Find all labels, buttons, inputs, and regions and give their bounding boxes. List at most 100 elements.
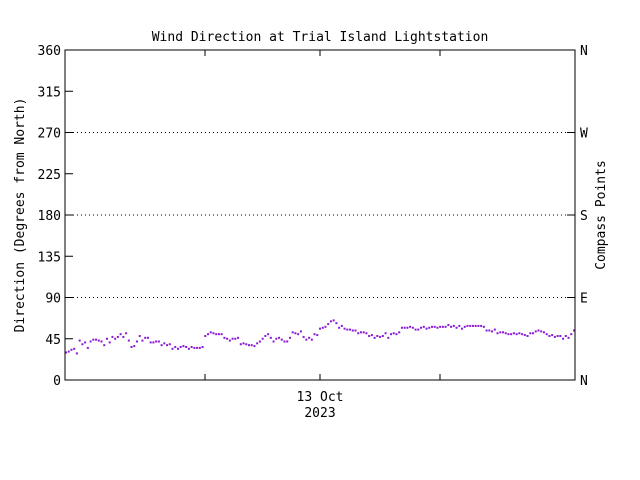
data-point (368, 335, 371, 337)
data-point (207, 333, 210, 336)
data-point (305, 338, 308, 341)
data-points (65, 319, 575, 355)
compass-axis: N E S W N (567, 44, 588, 389)
data-point (108, 341, 111, 344)
y-tick-label: 180 (38, 209, 61, 224)
data-point (515, 333, 518, 336)
data-point (319, 327, 321, 330)
y-tick-label: 270 (38, 127, 61, 142)
data-point (411, 326, 414, 329)
compass-tick-label: N (580, 44, 588, 59)
grid-lines (65, 132, 575, 298)
y-axis-label: Direction (Degrees from North) (13, 98, 28, 333)
data-point (523, 334, 526, 337)
data-point (335, 322, 338, 325)
data-point (168, 343, 171, 346)
data-point (482, 325, 485, 328)
data-point (551, 334, 554, 337)
data-point (73, 347, 76, 350)
data-point (89, 340, 92, 343)
data-point (491, 330, 494, 333)
data-point (185, 346, 188, 348)
data-point (570, 333, 573, 336)
y-tick-label: 225 (38, 168, 61, 183)
data-point (67, 350, 70, 353)
y-tick-label: 45 (45, 333, 61, 348)
data-point (379, 335, 382, 338)
data-point (387, 336, 390, 339)
chart-title: Wind Direction at Trial Island Lightstat… (152, 30, 489, 45)
x-year-label: 2023 (304, 406, 335, 421)
data-point (518, 332, 521, 335)
data-point (278, 336, 281, 339)
data-point (548, 335, 551, 337)
data-point (163, 342, 166, 345)
data-point (414, 328, 417, 331)
data-point (103, 344, 106, 347)
data-point (542, 331, 545, 334)
data-point (141, 339, 144, 342)
data-point (327, 323, 330, 326)
data-point (239, 343, 242, 346)
data-point (365, 332, 368, 335)
data-point (84, 341, 87, 344)
data-point (105, 337, 108, 340)
data-point (499, 331, 502, 334)
data-point (512, 332, 515, 335)
x-date-label: 13 Oct (297, 390, 344, 405)
data-point (133, 345, 136, 348)
data-point (114, 337, 117, 340)
data-point (146, 336, 149, 339)
data-point (507, 333, 510, 336)
data-point (149, 341, 152, 344)
data-point (406, 326, 409, 329)
data-point (420, 326, 423, 329)
data-point (510, 333, 513, 336)
data-point (258, 340, 261, 343)
data-point (286, 340, 289, 343)
data-point (471, 324, 474, 327)
data-point (176, 347, 179, 350)
data-point (242, 342, 245, 345)
data-point (540, 330, 543, 333)
data-point (275, 337, 278, 340)
data-point (187, 347, 190, 350)
data-point (152, 341, 155, 344)
data-point (370, 334, 373, 337)
data-point (294, 332, 297, 335)
data-point (452, 324, 455, 327)
data-point (166, 344, 169, 347)
data-point (193, 346, 196, 349)
data-point (97, 339, 100, 342)
data-point (78, 339, 81, 342)
data-point (247, 344, 250, 347)
data-point (288, 336, 291, 339)
data-point (321, 326, 324, 329)
data-point (198, 346, 201, 349)
data-point (302, 335, 305, 338)
data-point (349, 328, 352, 331)
data-point (480, 324, 483, 327)
data-point (86, 346, 89, 349)
data-point (122, 335, 125, 338)
data-point (81, 343, 84, 346)
data-point (75, 352, 78, 355)
data-point (308, 336, 311, 339)
data-point (116, 335, 119, 338)
y-tick-label: 135 (38, 250, 61, 265)
data-point (496, 332, 499, 335)
data-point (237, 336, 240, 339)
data-point (338, 326, 341, 329)
data-point (529, 332, 532, 335)
data-point (455, 326, 458, 329)
data-point (201, 346, 204, 348)
data-point (562, 337, 565, 340)
data-point (436, 326, 439, 329)
y-tick-label: 90 (45, 292, 61, 307)
data-point (428, 326, 431, 329)
data-point (458, 324, 461, 327)
data-point (316, 334, 319, 337)
data-point (485, 329, 488, 332)
compass-tick-label: S (580, 209, 588, 224)
